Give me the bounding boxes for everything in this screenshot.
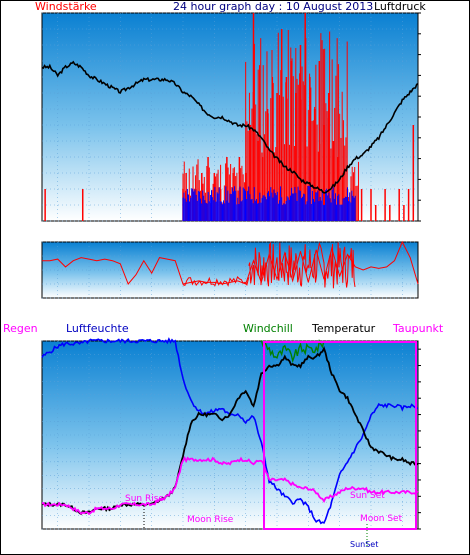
moon-rise-label: Moon Rise — [187, 515, 234, 525]
sun-rise-label: Sun Rise — [125, 494, 164, 504]
temperature-axis-title: Temperatur — [311, 322, 376, 335]
dewpoint-line — [41, 455, 419, 516]
temperature-axis-ticks — [418, 348, 421, 530]
wind-pressure-panel — [41, 12, 419, 222]
wind-direction-grid — [42, 241, 418, 299]
humidity-temperature-marks — [41, 337, 419, 525]
rain-axis-title: Regen — [3, 322, 38, 335]
daylight-frame — [263, 341, 417, 530]
chart-title: 24 hour graph day : 10 August 2013 — [173, 1, 373, 13]
wind-axis-title: Windstärke — [35, 1, 97, 13]
direction-line — [248, 241, 356, 289]
pressure-axis-ticks — [418, 12, 421, 222]
windchill-title: Windchill — [243, 322, 293, 335]
dewpoint-title: Taupunkt — [392, 322, 444, 335]
direction-line — [42, 240, 419, 285]
sun-set-label: Sun Set — [350, 491, 385, 501]
sunset-small-label: SunSet — [350, 540, 378, 549]
wind-pressure-marks — [41, 13, 419, 221]
humidity-axis-title: Luftfeuchte — [66, 322, 129, 335]
humidity-temperature-grid — [42, 340, 418, 530]
direction-line — [182, 275, 250, 287]
windchill-line — [260, 339, 325, 364]
temperature-line — [41, 346, 419, 516]
pressure-line — [41, 60, 419, 194]
wind-direction-marks — [42, 240, 419, 289]
moon-set-label: Moon Set — [360, 514, 403, 524]
pressure-axis-title: Luftdruck — [374, 1, 426, 13]
